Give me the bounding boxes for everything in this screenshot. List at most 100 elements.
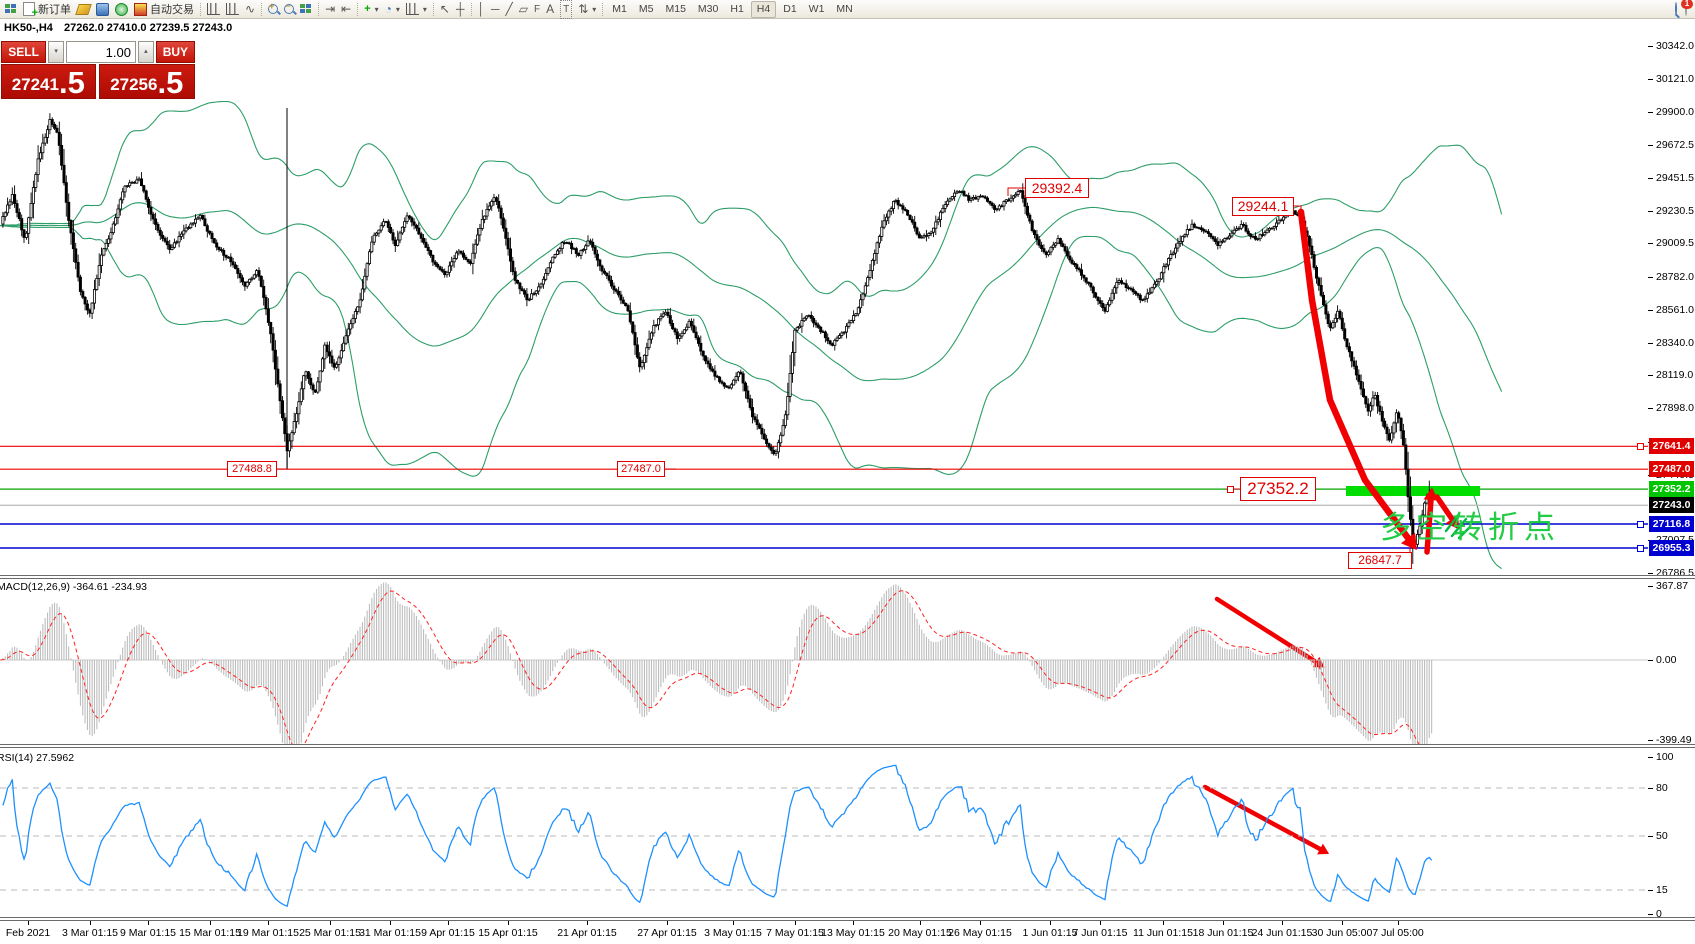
y-axis-tick xyxy=(1648,145,1653,147)
x-axis-tick xyxy=(795,921,796,925)
auto-scroll-button[interactable]: ⇥ xyxy=(322,1,338,18)
crosshair-tool-button[interactable]: ┼ xyxy=(453,1,468,18)
hand-scribble xyxy=(1450,517,1468,538)
channel-tool-button[interactable]: ▱ xyxy=(516,1,531,18)
add-indicator-button[interactable]: + ▾ xyxy=(361,1,381,18)
x-axis-tick xyxy=(28,921,29,925)
notifications-button[interactable]: 1 xyxy=(1681,0,1693,16)
sell-button[interactable]: SELL xyxy=(1,41,47,63)
fibonacci-icon: F xyxy=(533,3,541,15)
arrow-head xyxy=(1317,843,1330,855)
x-axis-tick xyxy=(920,921,921,925)
rsi-indicator-label: RSI(14) 27.5962 xyxy=(0,752,75,764)
buy-button[interactable]: BUY xyxy=(155,41,196,63)
macd-panel[interactable] xyxy=(0,579,1648,745)
zoom-in-button[interactable] xyxy=(265,1,281,18)
x-axis-label: 7 May 01:15 xyxy=(766,927,824,939)
publish-icon xyxy=(96,2,109,16)
new-order-label: 新订单 xyxy=(38,4,71,16)
period-button[interactable]: ◔ ▾ xyxy=(382,1,403,18)
arrows-tool-button[interactable]: ⇅ ▾ xyxy=(575,1,599,18)
auto-trading-label: 自动交易 xyxy=(150,4,194,16)
y-axis-tick xyxy=(1648,111,1653,113)
price-level-label: 27487.0 xyxy=(1649,461,1694,478)
y-axis-tick xyxy=(1648,408,1653,410)
x-axis-label: 11 Jun 01:15 xyxy=(1133,927,1193,939)
line-chart-button[interactable]: ∿ xyxy=(242,1,258,18)
x-axis-tick xyxy=(667,921,668,925)
y-axis-tick-label: 27898.0 xyxy=(1656,402,1694,415)
fibonacci-tool-button[interactable]: F xyxy=(531,1,543,18)
arrows-icon: ⇅ xyxy=(578,1,589,16)
timeframe-mn[interactable]: MN xyxy=(836,2,853,15)
separator xyxy=(261,2,263,16)
buy-price-display[interactable]: 27256 .5 xyxy=(98,64,195,99)
rsi-line xyxy=(2,764,1433,908)
volume-input[interactable] xyxy=(65,41,136,63)
price-level-label: 27243.0 xyxy=(1649,497,1694,514)
panel-separator[interactable] xyxy=(0,744,1695,748)
timeframe-m5[interactable]: M5 xyxy=(638,2,654,15)
price-axis[interactable]: 30342.0 30121.0 29900.0 29672.5 29451.5 29230… xyxy=(1648,20,1695,921)
volume-down-button[interactable]: ▾ xyxy=(48,41,64,63)
horizontal-line-tool-button[interactable]: ─ xyxy=(488,1,503,18)
x-axis-tick xyxy=(268,921,269,925)
search-button[interactable] xyxy=(1675,2,1677,16)
symbol-period-label: HK50-,H4 xyxy=(4,22,53,34)
zoom-out-button[interactable] xyxy=(281,1,297,18)
timeframe-h4[interactable]: H4 xyxy=(750,0,777,18)
timeframe-m1[interactable]: M1 xyxy=(612,2,627,15)
rsi-panel[interactable] xyxy=(0,748,1648,917)
candle-chart-button[interactable] xyxy=(223,1,242,18)
trendline-tool-button[interactable]: ╱ xyxy=(503,1,516,18)
vertical-line-tool-button[interactable]: │ xyxy=(475,1,489,18)
template-button[interactable]: ▾ xyxy=(403,1,430,18)
y-axis-tick xyxy=(1648,375,1653,377)
y-axis-tick-label: 28340.0 xyxy=(1656,336,1694,349)
new-order-button[interactable]: 新订单 xyxy=(20,1,74,19)
x-axis-tick xyxy=(330,921,331,925)
y-axis-tick-label: 29451.5 xyxy=(1656,171,1694,184)
cursor-tool-button[interactable]: ↖ xyxy=(437,1,453,18)
timeframe-m30[interactable]: M30 xyxy=(697,2,719,15)
tile-windows-icon xyxy=(300,3,312,15)
volume-up-button[interactable]: ▴ xyxy=(137,41,154,63)
signals-button[interactable] xyxy=(112,1,131,18)
arrow-head xyxy=(1400,532,1417,551)
y-axis-tick xyxy=(1648,660,1653,661)
one-click-trading-panel: SELL ▾ ▴ BUY 27241 .5 27256 .5 xyxy=(1,41,196,99)
chart-shift-button[interactable]: ⇤ xyxy=(338,1,354,18)
line-chart-icon: ∿ xyxy=(245,1,256,16)
auto-trading-button[interactable]: 自动交易 xyxy=(131,1,197,18)
x-axis-tick xyxy=(980,921,981,925)
x-axis-tick xyxy=(1163,921,1164,925)
y-axis-tick-label: -399.49 xyxy=(1656,734,1692,746)
y-axis-tick xyxy=(1648,210,1653,212)
timeframe-w1[interactable]: W1 xyxy=(808,2,825,15)
timeframe-h1[interactable]: H1 xyxy=(730,2,744,15)
separator xyxy=(470,2,472,16)
notification-badge: 1 xyxy=(1681,0,1693,9)
rsi-value: 27.5962 xyxy=(36,752,75,764)
candlesticks xyxy=(1,113,1434,564)
y-axis-tick-label: 28782.0 xyxy=(1656,271,1694,284)
main-price-chart[interactable] xyxy=(0,20,1648,575)
tile-windows-button[interactable] xyxy=(297,1,315,18)
bar-chart-button[interactable] xyxy=(204,1,223,18)
time-axis[interactable]: Feb 2021 3 Mar 01:15 9 Mar 01:15 15 Mar 01:… xyxy=(0,921,1695,944)
sell-price-display[interactable]: 27241 .5 xyxy=(1,64,96,99)
publish-chart-button[interactable] xyxy=(93,1,112,18)
y-axis-tick xyxy=(1648,243,1653,245)
turning-point-annotation: 多空转折点 xyxy=(1380,510,1560,545)
crayon-button[interactable] xyxy=(74,1,93,18)
timeframe-d1[interactable]: D1 xyxy=(783,2,797,15)
label-tool-button[interactable]: T xyxy=(557,0,575,19)
window-grid-button[interactable] xyxy=(2,1,20,18)
template-icon xyxy=(405,3,419,15)
panel-separator[interactable] xyxy=(0,575,1695,579)
text-tool-button[interactable]: A xyxy=(543,1,557,18)
x-axis-label: 31 Mar 01:15 xyxy=(359,927,421,939)
x-axis-tick xyxy=(90,921,91,925)
y-axis-tick xyxy=(1648,309,1653,311)
timeframe-m15[interactable]: M15 xyxy=(665,2,686,15)
